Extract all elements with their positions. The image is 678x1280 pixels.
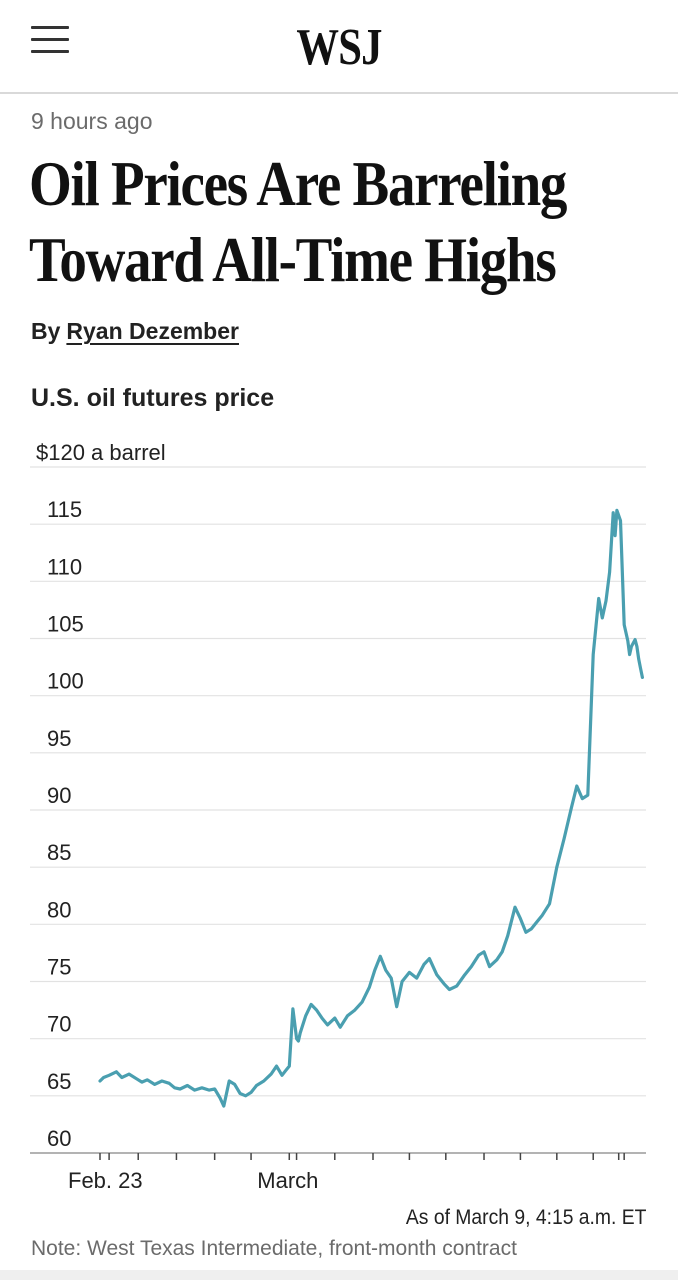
y-tick-label-70: 70 <box>47 1012 71 1037</box>
y-tick-label-115: 115 <box>47 497 82 522</box>
y-tick-label-75: 75 <box>47 955 71 980</box>
headline-line-2: Toward All-Time Highs <box>29 224 557 295</box>
byline-prefix: By <box>31 318 61 344</box>
y-tick-label-100: 100 <box>47 669 84 694</box>
wsj-logo[interactable]: WSJ <box>296 19 382 76</box>
byline: By Ryan Dezember <box>31 318 239 345</box>
y-tick-label-110: 110 <box>47 554 82 579</box>
x-tick-label-feb-23: Feb. 23 <box>68 1168 143 1193</box>
series-line-wti <box>98 508 645 1108</box>
author-link[interactable]: Ryan Dezember <box>66 318 239 344</box>
y-tick-label-80: 80 <box>47 897 71 922</box>
y-tick-label-105: 105 <box>47 612 84 637</box>
as-of-timestamp: As of March 9, 4:15 a.m. ET <box>405 1206 646 1229</box>
article-headline: Oil Prices Are Barreling Toward All-Time… <box>29 146 571 298</box>
y-tick-label-85: 85 <box>47 840 71 865</box>
article-timestamp: 9 hours ago <box>31 108 153 134</box>
y-tick-label-120: $120 a barrel <box>36 440 166 465</box>
y-tick-label-90: 90 <box>47 783 71 808</box>
headline-line-1: Oil Prices Are Barreling <box>29 148 567 219</box>
oil-price-line-chart: 60 65 70 75 80 85 90 95 100 105 110 115 $120 a barre… <box>30 440 646 1193</box>
x-tick-label-march: March <box>257 1168 318 1193</box>
chart-note: Note: West Texas Intermediate, front-mon… <box>31 1237 517 1260</box>
y-tick-label-60: 60 <box>47 1126 71 1151</box>
y-tick-label-95: 95 <box>47 726 71 751</box>
y-tick-label-65: 65 <box>47 1069 71 1094</box>
hamburger-menu-icon[interactable] <box>31 24 69 56</box>
chart-title: U.S. oil futures price <box>31 384 275 412</box>
top-navigation-bar: WSJ <box>0 0 678 94</box>
bottom-strip <box>0 1270 678 1280</box>
